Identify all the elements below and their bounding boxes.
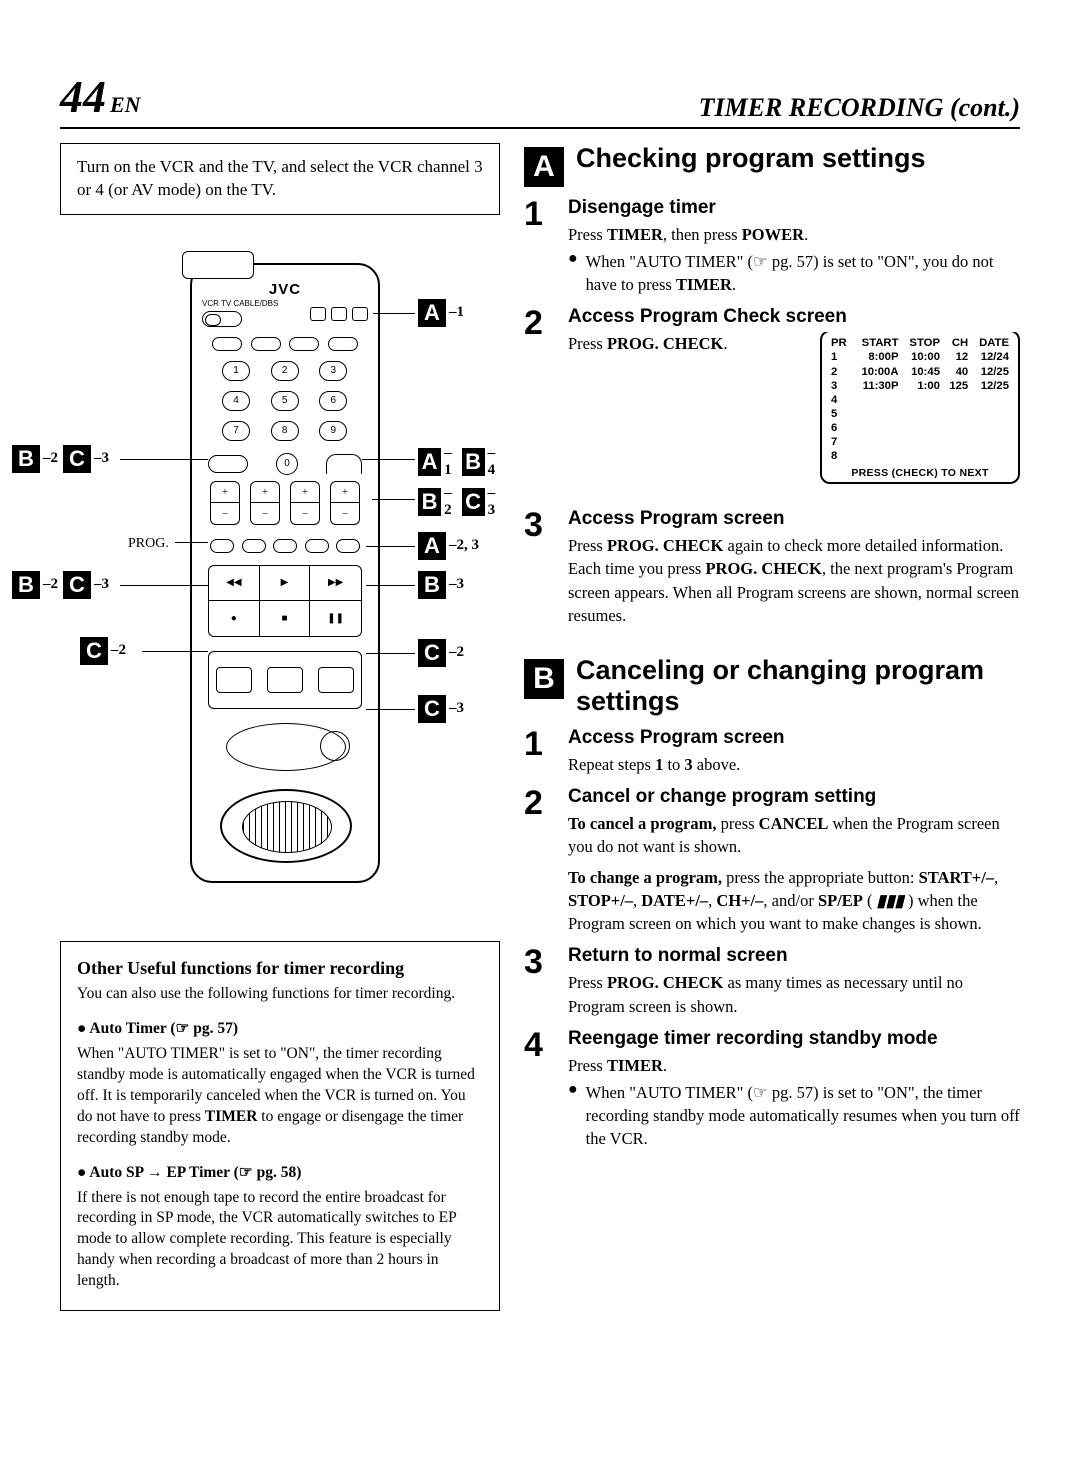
section-a-title: Checking program settings (576, 143, 926, 174)
mode-switch (202, 311, 242, 327)
callout-left-B2-C3: B –2 C –3 (12, 445, 109, 473)
callout-A-1: A –1 (418, 299, 464, 327)
remote-numpad: 123 456 789 (222, 361, 352, 441)
useful-heading: Other Useful functions for timer recordi… (77, 956, 483, 980)
step-text: Press TIMER, then press POWER. (568, 223, 1020, 246)
callout-B-3: B –3 (418, 571, 464, 599)
table-row: 4 (828, 393, 1012, 407)
section-a-letter: A (524, 147, 564, 187)
intro-note-box: Turn on the VCR and the TV, and select t… (60, 143, 500, 215)
remote-shuttle (226, 723, 346, 785)
remote-zero-row: 0 (208, 453, 362, 475)
step-bullet: ● When "AUTO TIMER" (☞ pg. 57) is set to… (568, 250, 1020, 296)
step-b2: 2 Cancel or change program setting To ca… (524, 786, 1020, 935)
step-number: 1 (524, 727, 554, 776)
prog-label: PROG. (128, 536, 169, 552)
step-heading: Disengage timer (568, 197, 1020, 219)
page-number-value: 44 (60, 71, 106, 122)
program-check-screen: PR START STOP CH DATE 18:00P10:001212/24… (820, 332, 1020, 484)
table-row: 18:00P10:001212/24 (828, 350, 1012, 364)
program-table-footer: PRESS (CHECK) TO NEXT (828, 467, 1012, 480)
table-row: 5 (828, 407, 1012, 421)
step-b3: 3 Return to normal screen Press PROG. CH… (524, 945, 1020, 1017)
table-row: 210:00A10:454012/25 (828, 365, 1012, 379)
step-heading: Return to normal screen (568, 945, 1020, 967)
useful-intro: You can also use the following functions… (77, 984, 483, 1005)
step-b1: 1 Access Program screen Repeat steps 1 t… (524, 727, 1020, 776)
remote-nav-area (208, 651, 362, 709)
step-heading: Access Program Check screen (568, 306, 1020, 328)
section-a-header: A Checking program settings (524, 143, 1020, 187)
step-number: 4 (524, 1028, 554, 1150)
page-number-suffix: EN (110, 92, 141, 117)
remote-prog-row (210, 539, 360, 553)
auto-sp-heading: ● Auto SP → EP Timer (☞ pg. 58) (77, 1163, 483, 1184)
step-heading: Access Program screen (568, 727, 1020, 749)
step-number: 3 (524, 508, 554, 626)
step-heading: Reengage timer recording standby mode (568, 1028, 1020, 1050)
page-number: 44EN (60, 70, 141, 123)
useful-functions-box: Other Useful functions for timer recordi… (60, 941, 500, 1311)
step-a1: 1 Disengage timer Press TIMER, then pres… (524, 197, 1020, 296)
step-number: 2 (524, 306, 554, 484)
step-heading: Cancel or change program setting (568, 786, 1020, 808)
step-text-2: To change a program, press the appropria… (568, 866, 1020, 935)
step-text: Repeat steps 1 to 3 above. (568, 753, 1020, 776)
callout-letter: A (418, 299, 446, 327)
step-number: 2 (524, 786, 554, 935)
callout-A-2-3: A –2, 3 (418, 532, 479, 560)
section-b-letter: B (524, 659, 564, 699)
callout-left-C2: C –2 (80, 637, 126, 665)
table-row: 7 (828, 435, 1012, 449)
remote-top-buttons (310, 307, 368, 321)
remote-diagram: JVC VCR TV CABLE/DBS 123 456 789 0 (60, 233, 500, 923)
callout-left-B2-C3b: B –2 C –3 (12, 571, 109, 599)
step-text: To cancel a program, press CANCEL when t… (568, 812, 1020, 858)
table-header-row: PR START STOP CH DATE (828, 336, 1012, 350)
step-a3: 3 Access Program screen Press PROG. CHEC… (524, 508, 1020, 626)
page-header: 44EN TIMER RECORDING (cont.) (60, 70, 1020, 129)
remote-row-pills (212, 337, 358, 351)
step-text: Press PROG. CHECK again to check more de… (568, 534, 1020, 626)
step-b4: 4 Reengage timer recording standby mode … (524, 1028, 1020, 1150)
step-heading: Access Program screen (568, 508, 1020, 530)
callout-A-1b: A –1 B –4 (418, 445, 500, 479)
step-text: Press PROG. CHECK as many times as neces… (568, 971, 1020, 1017)
step-text: Press TIMER. (568, 1054, 1020, 1077)
table-row: 311:30P1:0012512/25 (828, 379, 1012, 393)
auto-timer-heading: ● Auto Timer (☞ pg. 57) (77, 1019, 483, 1040)
vcr-switch-label: VCR TV CABLE/DBS (202, 299, 278, 308)
auto-timer-body: When "AUTO TIMER" is set to "ON", the ti… (77, 1044, 483, 1149)
remote-jog-dial (220, 789, 352, 875)
program-table: PR START STOP CH DATE 18:00P10:001212/24… (828, 336, 1012, 463)
callout-C-2: C –2 (418, 639, 464, 667)
remote-body: JVC VCR TV CABLE/DBS 123 456 789 0 (190, 263, 380, 883)
step-a2: 2 Access Program Check screen PR START S… (524, 306, 1020, 484)
table-row: 8 (828, 449, 1012, 463)
step-number: 1 (524, 197, 554, 296)
section-b-title: Canceling or changing program settings (576, 655, 1020, 717)
auto-sp-body: If there is not enough tape to record th… (77, 1188, 483, 1293)
step-number: 3 (524, 945, 554, 1017)
callout-B-2-C-3: B –2 C –3 (418, 485, 500, 519)
remote-transport: ◀◀▶▶▶ ●■❚❚ (208, 565, 362, 637)
table-row: 6 (828, 421, 1012, 435)
section-title: TIMER RECORDING (cont.) (699, 93, 1020, 123)
callout-sub: –1 (449, 304, 464, 321)
remote-brand: JVC (192, 281, 378, 298)
remote-plusminus-row: +− +− +− +− (210, 481, 360, 525)
section-b-header: B Canceling or changing program settings (524, 655, 1020, 717)
step-bullet: ● When "AUTO TIMER" (☞ pg. 57) is set to… (568, 1081, 1020, 1150)
callout-C-3: C –3 (418, 695, 464, 723)
